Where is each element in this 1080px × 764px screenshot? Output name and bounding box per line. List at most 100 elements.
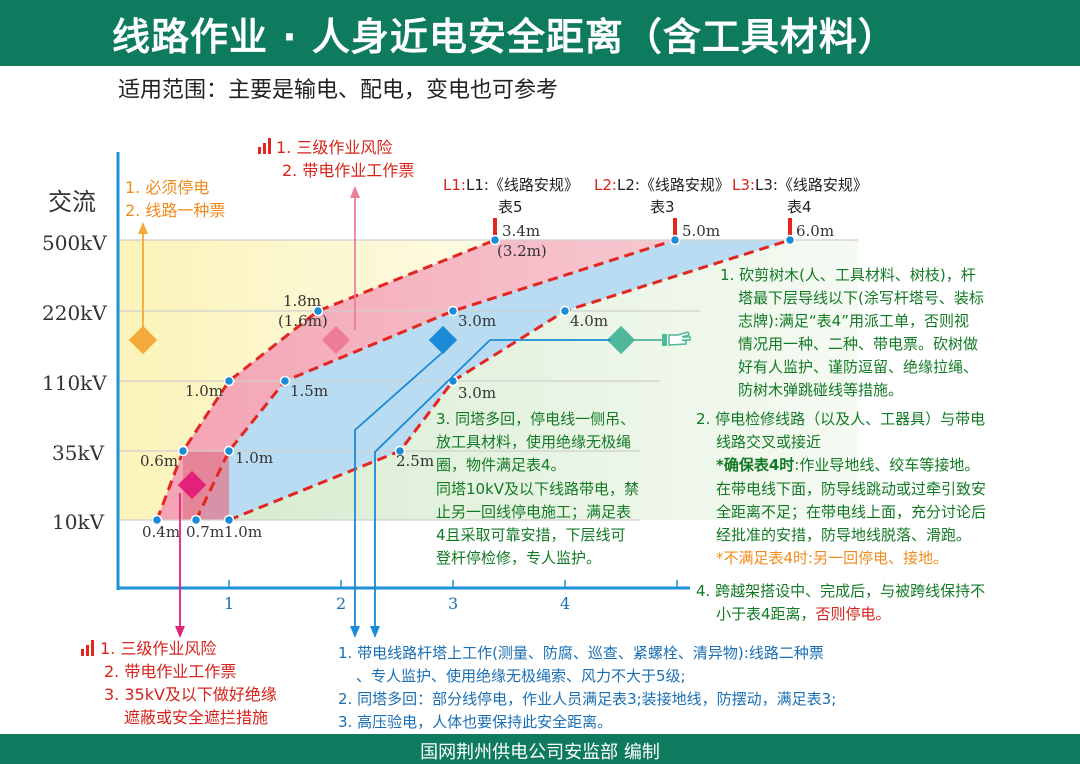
grid-lines — [118, 239, 858, 521]
diamond-pink-zone — [321, 325, 351, 355]
point — [784, 234, 796, 246]
blue-note-2: 、专人监护、使用绝缘无极绳索、风力不大于5级; — [356, 667, 686, 685]
footer-credit: 国网荆州供电公司安监部 编制 — [420, 742, 660, 763]
point — [669, 234, 681, 246]
diamond-green-zone — [606, 325, 636, 355]
x-tick-3: 3 — [448, 594, 458, 613]
y-axis-title: 交流 — [48, 188, 96, 216]
risk-level-icon-bottom — [81, 640, 94, 656]
label-l3-10: 1.0m — [224, 523, 262, 541]
point — [312, 305, 324, 317]
green-right-note-4: 情况用一种、二种、带电票。砍树做 — [738, 335, 978, 353]
green-cross-note-6: 经批准的安措，防导地线脱落、滑跑。 — [716, 526, 971, 544]
point — [279, 375, 291, 387]
pointing-hand-icon — [662, 331, 691, 346]
curve-l3-source: L3:L3:《线路安规》 — [732, 176, 868, 194]
curve-l2-source: L2:L2:《线路安规》 — [594, 176, 730, 194]
label-l1-500: 3.4m — [502, 222, 540, 240]
curve-l3-table: 表4 — [787, 198, 812, 216]
y-tick-220kv: 220kV — [42, 301, 107, 325]
green-note-4-line1: 4. 跨越架搭设中、完成后，与被跨线保持不 — [696, 582, 985, 600]
label-l1-220b: (1.6m) — [278, 312, 328, 330]
green-right-note-2: 塔最下层导线以下(涂写杆塔号、装标 — [738, 289, 984, 307]
point — [223, 445, 235, 457]
label-l2-220: 3.0m — [458, 312, 496, 330]
green-cross-note-7: *不满足表4时:另一回停电、接地。 — [716, 549, 948, 567]
label-l3-500: 6.0m — [796, 222, 834, 240]
yellow-note-1: 1. 必须停电 — [125, 178, 209, 197]
page-title: 线路作业 · 人身近电安全距离（含工具材料） — [112, 15, 897, 59]
blue-leader-1 — [354, 351, 444, 628]
green-mid-note-6: 4且采取可靠安措，下层线可 — [436, 526, 626, 544]
label-l2-500: 5.0m — [682, 222, 720, 240]
blue-arrowhead-1 — [350, 626, 360, 638]
label-l3-220: 4.0m — [570, 312, 608, 330]
green-mid-note-2: 放工具材料，使用绝缘无极绳 — [436, 433, 631, 451]
green-cross-note-3: *确保表4时:作业导地线、绞车等接地。 — [716, 456, 979, 474]
pink-top-note-2: 2. 带电作业工作票 — [282, 161, 414, 180]
point — [223, 375, 235, 387]
green-mid-note-5: 止另一回线停电施工；满足表 — [436, 503, 631, 521]
title-bar: 线路作业 · 人身近电安全距离（含工具材料） — [0, 0, 1080, 66]
green-right-note-5: 好有人监护、谨防逗留、绝缘拉绳、 — [738, 358, 978, 376]
yellow-note-2: 2. 线路一种票 — [125, 201, 225, 220]
x-tick-4: 4 — [560, 594, 570, 613]
label-l3-35: 2.5m — [396, 452, 434, 470]
label-l2-35: 1.0m — [235, 449, 273, 467]
green-mid-note-4: 同塔10kV及以下线路带电，禁 — [436, 480, 639, 498]
zone-blue — [196, 240, 790, 520]
blue-note-1: 1. 带电线路杆塔上工作(测量、防腐、巡查、紧螺栓、清异物):线路二种票 — [338, 644, 824, 662]
curve-l2-table: 表3 — [650, 198, 675, 216]
point — [223, 514, 235, 526]
y-tick-500kv: 500kV — [42, 231, 107, 255]
blue-arrowhead-2 — [370, 626, 380, 638]
label-l1-500b: (3.2m) — [497, 242, 547, 260]
diamond-blue-zone — [428, 325, 458, 355]
blue-leader-2 — [374, 339, 491, 628]
magenta-arrowhead — [175, 626, 185, 638]
footer-bar: 国网荆州供电公司安监部 编制 — [0, 734, 1080, 764]
blue-note-4: 3. 高压验电，人体也要保持此安全距离。 — [338, 713, 612, 731]
x-tick-2: 2 — [336, 594, 346, 613]
y-tick-10kv: 10kV — [52, 510, 105, 534]
pink-bottom-note-2: 2. 带电作业工作票 — [104, 662, 236, 681]
green-cross-note-1: 2. 停电检修线路（以及人、工器具）与带电 — [696, 410, 985, 428]
point — [447, 305, 459, 317]
orange-arrowhead — [138, 222, 148, 234]
label-l2-110: 1.5m — [290, 382, 328, 400]
label-l3-110: 3.0m — [458, 384, 496, 402]
zone-yellow — [118, 240, 495, 520]
label-l1-10: 0.4m — [142, 523, 180, 541]
green-right-note-1: 1. 砍剪树木(人、工具材料、树枝)，杆 — [720, 266, 976, 284]
green-right-note-6: 防树木弹跳碰线等措施。 — [738, 381, 903, 399]
green-right-note-3: 志牌):满足“表4”用派工单，否则视 — [738, 312, 969, 330]
green-cross-note-2: 线路交叉或接近 — [716, 433, 821, 451]
blue-note-3: 2. 同塔多回：部分线停电，作业人员满足表3;装接地线，防摆动，满足表3; — [338, 690, 836, 708]
x-ticks — [228, 580, 678, 588]
curve-l1 — [155, 238, 496, 521]
scope-subtitle: 适用范围：主要是输电、配电，变电也可参考 — [118, 78, 559, 103]
label-l1-220: 1.8m — [283, 292, 321, 310]
risk-level-icon-top — [258, 138, 271, 154]
y-tick-35kv: 35kV — [52, 441, 105, 465]
pink-top-note-1: 1. 三级作业风险 — [276, 138, 392, 157]
green-cross-note-4: 在带电线下面，防导线跳动或过牵引致安 — [716, 480, 986, 498]
green-cross-note-5: 全距离不足；在带电线上面，充分讨论后 — [716, 503, 986, 521]
label-l1-35: 0.6m — [140, 452, 178, 470]
point — [190, 514, 202, 526]
green-mid-note-3: 圈，物件满足表4。 — [436, 456, 566, 474]
pink-bottom-note-4: 遮蔽或安全遮拦措施 — [124, 708, 268, 727]
curve-l1-source: L1:L1:《线路安规》 — [443, 176, 579, 194]
point — [489, 234, 501, 246]
label-l1-110: 1.0m — [185, 382, 223, 400]
point — [394, 445, 406, 457]
pink-bottom-note-3: 3. 35kV及以下做好绝缘 — [104, 685, 277, 704]
y-tick-110kv: 110kV — [42, 371, 107, 395]
point — [559, 305, 571, 317]
pink-arrowhead — [350, 186, 360, 198]
curve-l1-table: 表5 — [498, 198, 523, 216]
label-l2-10: 0.7m — [186, 523, 224, 541]
green-note-4-line2: 小于表4距离，否则停电。 — [716, 605, 891, 623]
pink-bottom-note-1: 1. 三级作业风险 — [100, 639, 216, 658]
green-mid-note-1: 3. 同塔多回，停电线一侧吊、 — [436, 410, 635, 428]
